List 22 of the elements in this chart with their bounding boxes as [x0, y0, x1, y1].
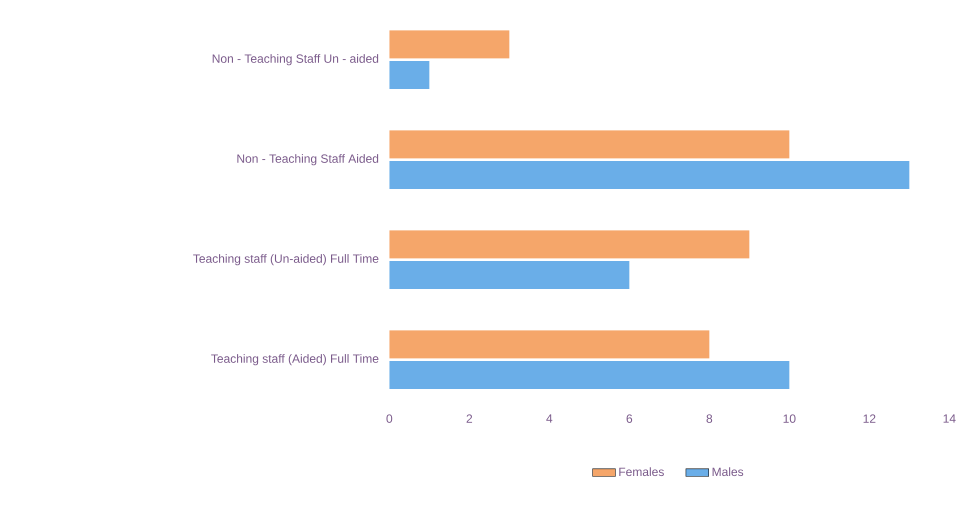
bar — [389, 330, 710, 358]
y-tick-label: Non - Teaching Staff Un - aided — [212, 54, 378, 66]
bar — [389, 160, 910, 189]
y-tick-label: Teaching staff (Un-aided) Full Time — [193, 254, 378, 266]
y-tick-label: Teaching staff (Aided) Full Time — [211, 354, 378, 366]
x-tick-label: 10 — [784, 414, 796, 423]
x-tick-label: 2 — [466, 414, 472, 423]
legend-label: Females — [619, 467, 664, 476]
x-tick-label: 4 — [546, 414, 552, 423]
x-tick-label: 6 — [626, 414, 632, 423]
bar — [389, 230, 750, 258]
legend-label: Males — [712, 467, 744, 476]
bar — [389, 30, 510, 58]
x-tick-label: 12 — [864, 414, 876, 423]
x-tick-label: 14 — [944, 414, 956, 423]
x-tick-label: 0 — [386, 414, 392, 423]
bar — [389, 130, 790, 158]
x-tick-label: 8 — [706, 414, 712, 423]
bar — [389, 60, 430, 89]
y-tick-label: Non - Teaching Staff Aided — [237, 154, 378, 166]
bar — [389, 360, 790, 389]
bar — [389, 260, 630, 289]
